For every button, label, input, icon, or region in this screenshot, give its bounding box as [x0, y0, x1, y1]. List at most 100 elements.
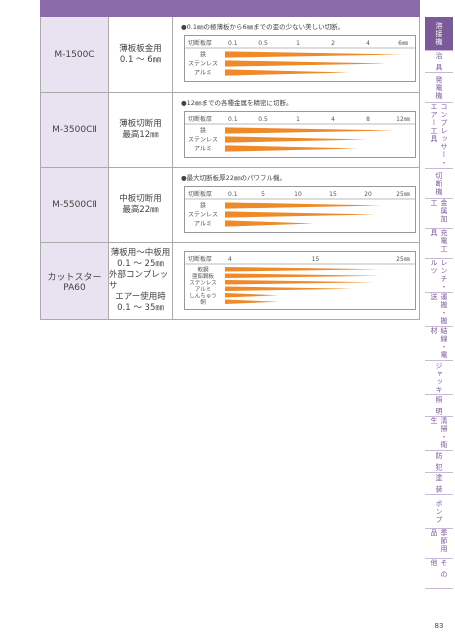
capacity-bar	[225, 273, 380, 279]
usage-line: 0.1 ～ 25㎜	[117, 259, 164, 269]
material-label: 鉄	[200, 51, 206, 59]
material-label: ステンレス	[188, 61, 218, 68]
usage-line: 薄板用～中板用	[110, 248, 171, 258]
material-label: アルミ	[194, 70, 212, 77]
material-label: ステンレス	[189, 279, 217, 286]
usage-line: 0.1 ～ 35㎜	[117, 303, 164, 313]
usage: 薄板用～中板用 0.1 ～ 25㎜ 外部コンプレッサ エアー使用時 0.1 ～ 35㎜	[109, 243, 173, 319]
capacity-bar	[225, 266, 380, 272]
usage: 薄板切断用 最高12㎜	[109, 93, 173, 167]
usage-line: 薄板切断用	[119, 119, 162, 129]
scale-tick: 5	[261, 191, 265, 198]
usage-line: 最高22㎜	[122, 205, 159, 215]
scale-label: 切断板厚	[188, 39, 212, 47]
material-label: 鉄	[200, 127, 206, 135]
category-tab[interactable]: 照 明	[425, 395, 453, 417]
scale-tick: 4	[228, 256, 232, 263]
capacity-bar	[225, 60, 386, 67]
material-label: しんちゅう	[189, 292, 217, 299]
scale-tick: 8	[366, 116, 370, 123]
scale-label: 切断板厚	[188, 190, 212, 198]
usage-line: 中板切断用	[119, 194, 162, 204]
usage-line: 0.1 ～ 6㎜	[119, 54, 162, 65]
scale-tick: 0.5	[258, 116, 268, 123]
material-label: 銅	[200, 298, 206, 306]
product-row: カットスター PA60 薄板用～中板用 0.1 ～ 25㎜ 外部コンプレッサ エアー使用…	[40, 243, 420, 320]
material-label: 軟鋼	[197, 265, 209, 273]
capacity-bar	[225, 145, 359, 152]
scale-tick: 0.1	[228, 40, 238, 47]
category-tab[interactable]: 清掃・衛生	[425, 417, 453, 451]
scale-tick: 20	[364, 191, 372, 198]
scale-tick: 25㎜	[396, 191, 410, 198]
material-label: アルミ	[195, 286, 211, 293]
category-tab[interactable]: 切断機	[425, 169, 453, 199]
capacity-bar	[225, 299, 279, 305]
capacity-bar	[225, 292, 279, 298]
capacity-bar	[225, 211, 377, 218]
category-tab[interactable]: 塗 装	[425, 473, 453, 495]
category-tab[interactable]: 金属加工	[425, 199, 453, 229]
category-tab[interactable]: 発電機	[425, 73, 453, 103]
category-tab[interactable]: レンチ・ルツ	[425, 259, 453, 293]
material-label: 鉄	[200, 202, 206, 210]
scale-tick: 4	[331, 116, 335, 123]
scale-tick: 10	[294, 191, 302, 198]
feature-note: ●12㎜までの各種金属を精密に切断。	[181, 99, 293, 107]
usage-line: エアー使用時	[115, 292, 166, 302]
category-tab[interactable]: ポンプ	[425, 495, 453, 529]
feature-note: ●最大切断板厚22㎜のパワフル機。	[181, 174, 286, 182]
category-tab[interactable]: コンプレッサー・エアー工具	[425, 103, 453, 169]
model-name: カットスター PA60	[41, 243, 109, 319]
category-tab[interactable]: 季節用品	[425, 529, 453, 559]
scale-tick: 2	[331, 40, 335, 47]
scale-tick: 1	[296, 40, 300, 47]
category-tab[interactable]: 充電工具	[425, 229, 453, 259]
scale-tick: 0.1	[228, 191, 238, 198]
scale-tick: 0.1	[228, 116, 238, 123]
scale-tick: 15	[329, 191, 337, 198]
product-row: M-1500C 薄板板金用 0.1 ～ 6㎜ ●0.1㎜の極薄板から6㎜までの歪の少な…	[40, 17, 420, 93]
scale-tick: 1	[296, 116, 300, 123]
material-label: 亜鉛鋼板	[192, 272, 215, 280]
scale-tick: 15	[312, 256, 320, 263]
scale-tick: 4	[366, 40, 370, 47]
thickness-chart: 切断板厚 4 15 25㎜ 軟鋼 亜鉛鋼板 ステンレス アルミ しんちゅう銅	[184, 251, 416, 310]
model-name: M-5500CⅡ	[41, 168, 109, 242]
category-tab[interactable]: 溶接機	[425, 17, 453, 51]
scale-label: 切断板厚	[188, 115, 212, 123]
material-label: アルミ	[194, 221, 212, 228]
scale-tick: 12㎜	[396, 116, 410, 123]
capacity-bar	[225, 220, 314, 227]
material-label: ステンレス	[188, 137, 218, 144]
scale-tick: 25㎜	[396, 256, 410, 263]
scale-tick: 0.5	[258, 40, 268, 47]
capacity-bar	[225, 202, 382, 209]
capacity-bar	[225, 279, 375, 285]
model-name: M-1500C	[41, 17, 109, 92]
scale-tick: 6㎜	[398, 40, 408, 47]
usage: 中板切断用 最高22㎜	[109, 168, 173, 242]
category-tab[interactable]: 治 具	[425, 51, 453, 73]
capacity-bar	[225, 127, 395, 134]
capacity-bar	[225, 286, 354, 292]
category-tab[interactable]: 結線・電材	[425, 327, 453, 361]
page-number: 83	[434, 622, 444, 630]
capacity-bar	[225, 69, 350, 76]
header-band	[40, 0, 420, 17]
category-tab[interactable]: 運搬・搬送	[425, 293, 453, 327]
usage: 薄板板金用 0.1 ～ 6㎜	[109, 17, 173, 92]
usage-line: 最高12㎜	[122, 130, 159, 140]
category-tab[interactable]: ジャッキ	[425, 361, 453, 395]
product-row: M-3500CⅡ 薄板切断用 最高12㎜ ●12㎜までの各種金属を精密に切断。 切断板厚…	[40, 93, 420, 168]
category-tab[interactable]: 防 犯	[425, 451, 453, 473]
category-tab[interactable]: そ の 他	[425, 559, 453, 589]
